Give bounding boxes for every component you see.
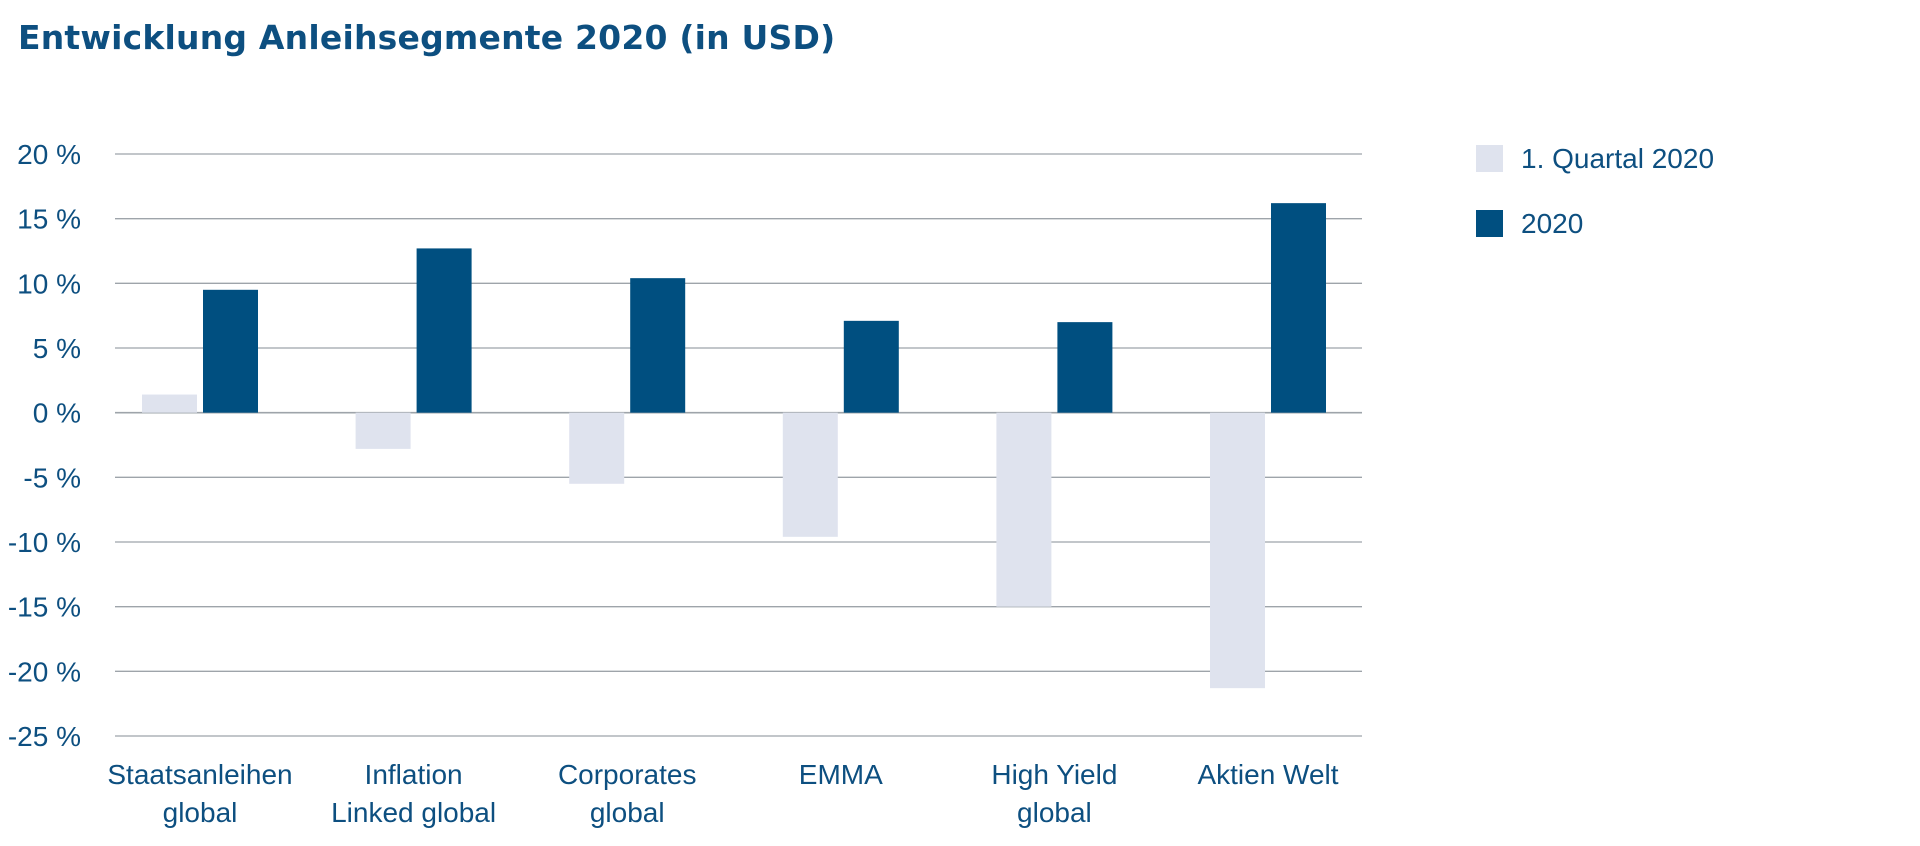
y-tick-label: 15 % [17, 204, 81, 235]
x-tick-label: global [1017, 797, 1092, 828]
bar-2020 [203, 289, 258, 413]
bar-q1-2020 [355, 412, 411, 449]
bar-2020 [1057, 322, 1113, 413]
x-tick-label: EMMA [799, 759, 883, 790]
bar-2020 [630, 278, 686, 413]
y-tick-label: -10 % [8, 527, 81, 558]
bar-q1-2020 [1210, 412, 1265, 689]
legend-swatch [1476, 145, 1503, 172]
legend-swatch [1476, 210, 1503, 237]
bar-q1-2020 [142, 394, 197, 413]
bar-2020 [843, 320, 899, 413]
y-tick-label: -15 % [8, 592, 81, 623]
x-tick-label: global [163, 797, 238, 828]
x-tick-label: Staatsanleihen [107, 759, 292, 790]
legend-label: 1. Quartal 2020 [1521, 143, 1714, 174]
x-tick-label: global [590, 797, 665, 828]
bar-q1-2020 [782, 412, 838, 537]
legend-label: 2020 [1521, 208, 1583, 239]
bar-q1-2020 [569, 412, 625, 484]
y-tick-label: 20 % [17, 139, 81, 170]
bar-q1-2020 [996, 412, 1052, 607]
y-tick-label: -5 % [23, 462, 81, 493]
bar-2020 [416, 248, 472, 413]
bar-2020 [1271, 203, 1326, 413]
y-tick-label: 10 % [17, 268, 81, 299]
x-tick-label: High Yield [991, 759, 1117, 790]
y-tick-label: 5 % [33, 333, 81, 364]
x-tick-label: Corporates [558, 759, 697, 790]
x-tick-label: Aktien Welt [1197, 759, 1338, 790]
y-tick-label: -25 % [8, 721, 81, 752]
x-tick-label: Inflation [365, 759, 463, 790]
chart-title: Entwicklung Anleihsegmente 2020 (in USD) [18, 18, 836, 57]
x-tick-label: Linked global [331, 797, 496, 828]
y-tick-label: 0 % [33, 398, 81, 429]
y-tick-label: -20 % [8, 656, 81, 687]
